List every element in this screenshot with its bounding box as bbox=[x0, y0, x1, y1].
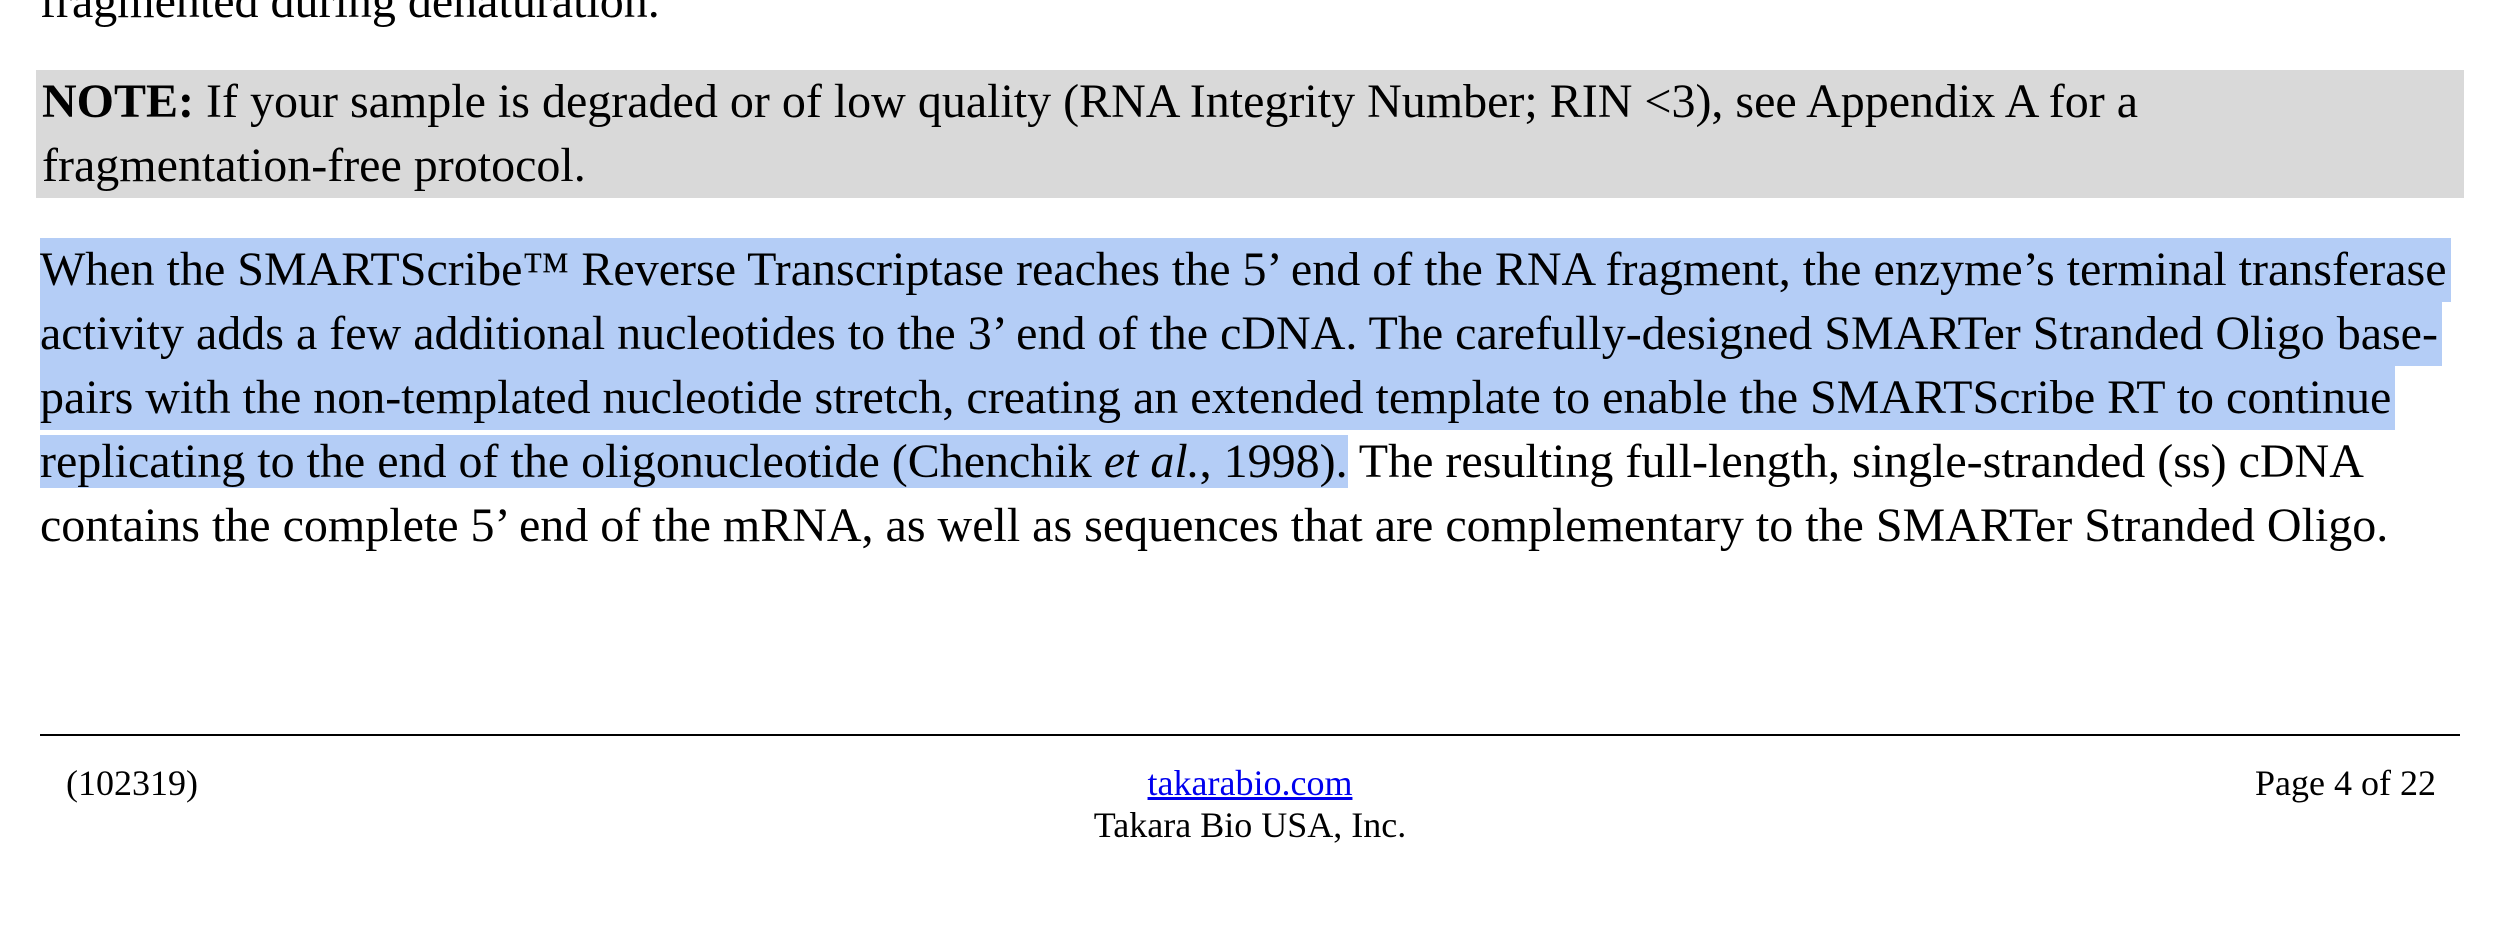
footer-website-link[interactable]: takarabio.com bbox=[1147, 763, 1353, 803]
paragraph-line-4: replicating to the end of the oligonucle… bbox=[40, 430, 2480, 494]
paragraph-line-1: When the SMARTScribe™ Reverse Transcript… bbox=[40, 238, 2480, 302]
citation-et-al: et al. bbox=[1103, 435, 1200, 488]
selected-text-line-4[interactable]: replicating to the end of the oligonucle… bbox=[40, 435, 1348, 488]
paragraph-line-5: contains the complete 5’ end of the mRNA… bbox=[40, 499, 2389, 552]
selected-text-line-3[interactable]: pairs with the non-templated nucleotide … bbox=[40, 366, 2396, 430]
paragraph-line-2: activity adds a few additional nucleotid… bbox=[40, 302, 2480, 366]
body-paragraph[interactable]: When the SMARTScribe™ Reverse Transcript… bbox=[40, 238, 2480, 558]
footer-company-name: Takara Bio USA, Inc. bbox=[1093, 805, 1407, 845]
selected-text-line-1[interactable]: When the SMARTScribe™ Reverse Transcript… bbox=[40, 238, 2451, 302]
selected-text-line-2[interactable]: activity adds a few additional nucleotid… bbox=[40, 302, 2442, 366]
previous-paragraph-cut-line: fragmented during denaturation. bbox=[40, 0, 660, 28]
note-text-line-1: If your sample is degraded or of low qua… bbox=[194, 75, 2139, 128]
paragraph-line-3: pairs with the non-templated nucleotide … bbox=[40, 366, 2480, 430]
footer-document-number: (102319) bbox=[66, 763, 198, 803]
note-line-1: NOTE: If your sample is degraded or of l… bbox=[42, 70, 2464, 134]
unselected-text-line-4: The resulting full-length, single-strand… bbox=[1347, 435, 2364, 488]
footer-center-block: takarabio.com Takara Bio USA, Inc. bbox=[1000, 762, 1500, 846]
note-label: NOTE: bbox=[42, 75, 195, 128]
footer-page-number: Page 4 of 22 bbox=[2255, 763, 2436, 803]
citation-year: , 1998). bbox=[1199, 435, 1348, 488]
citation-text: replicating to the end of the oligonucle… bbox=[40, 435, 1104, 488]
footer-divider bbox=[40, 734, 2460, 736]
note-box: NOTE: If your sample is degraded or of l… bbox=[36, 70, 2464, 198]
note-text-line-2: fragmentation-free protocol. bbox=[42, 139, 586, 192]
